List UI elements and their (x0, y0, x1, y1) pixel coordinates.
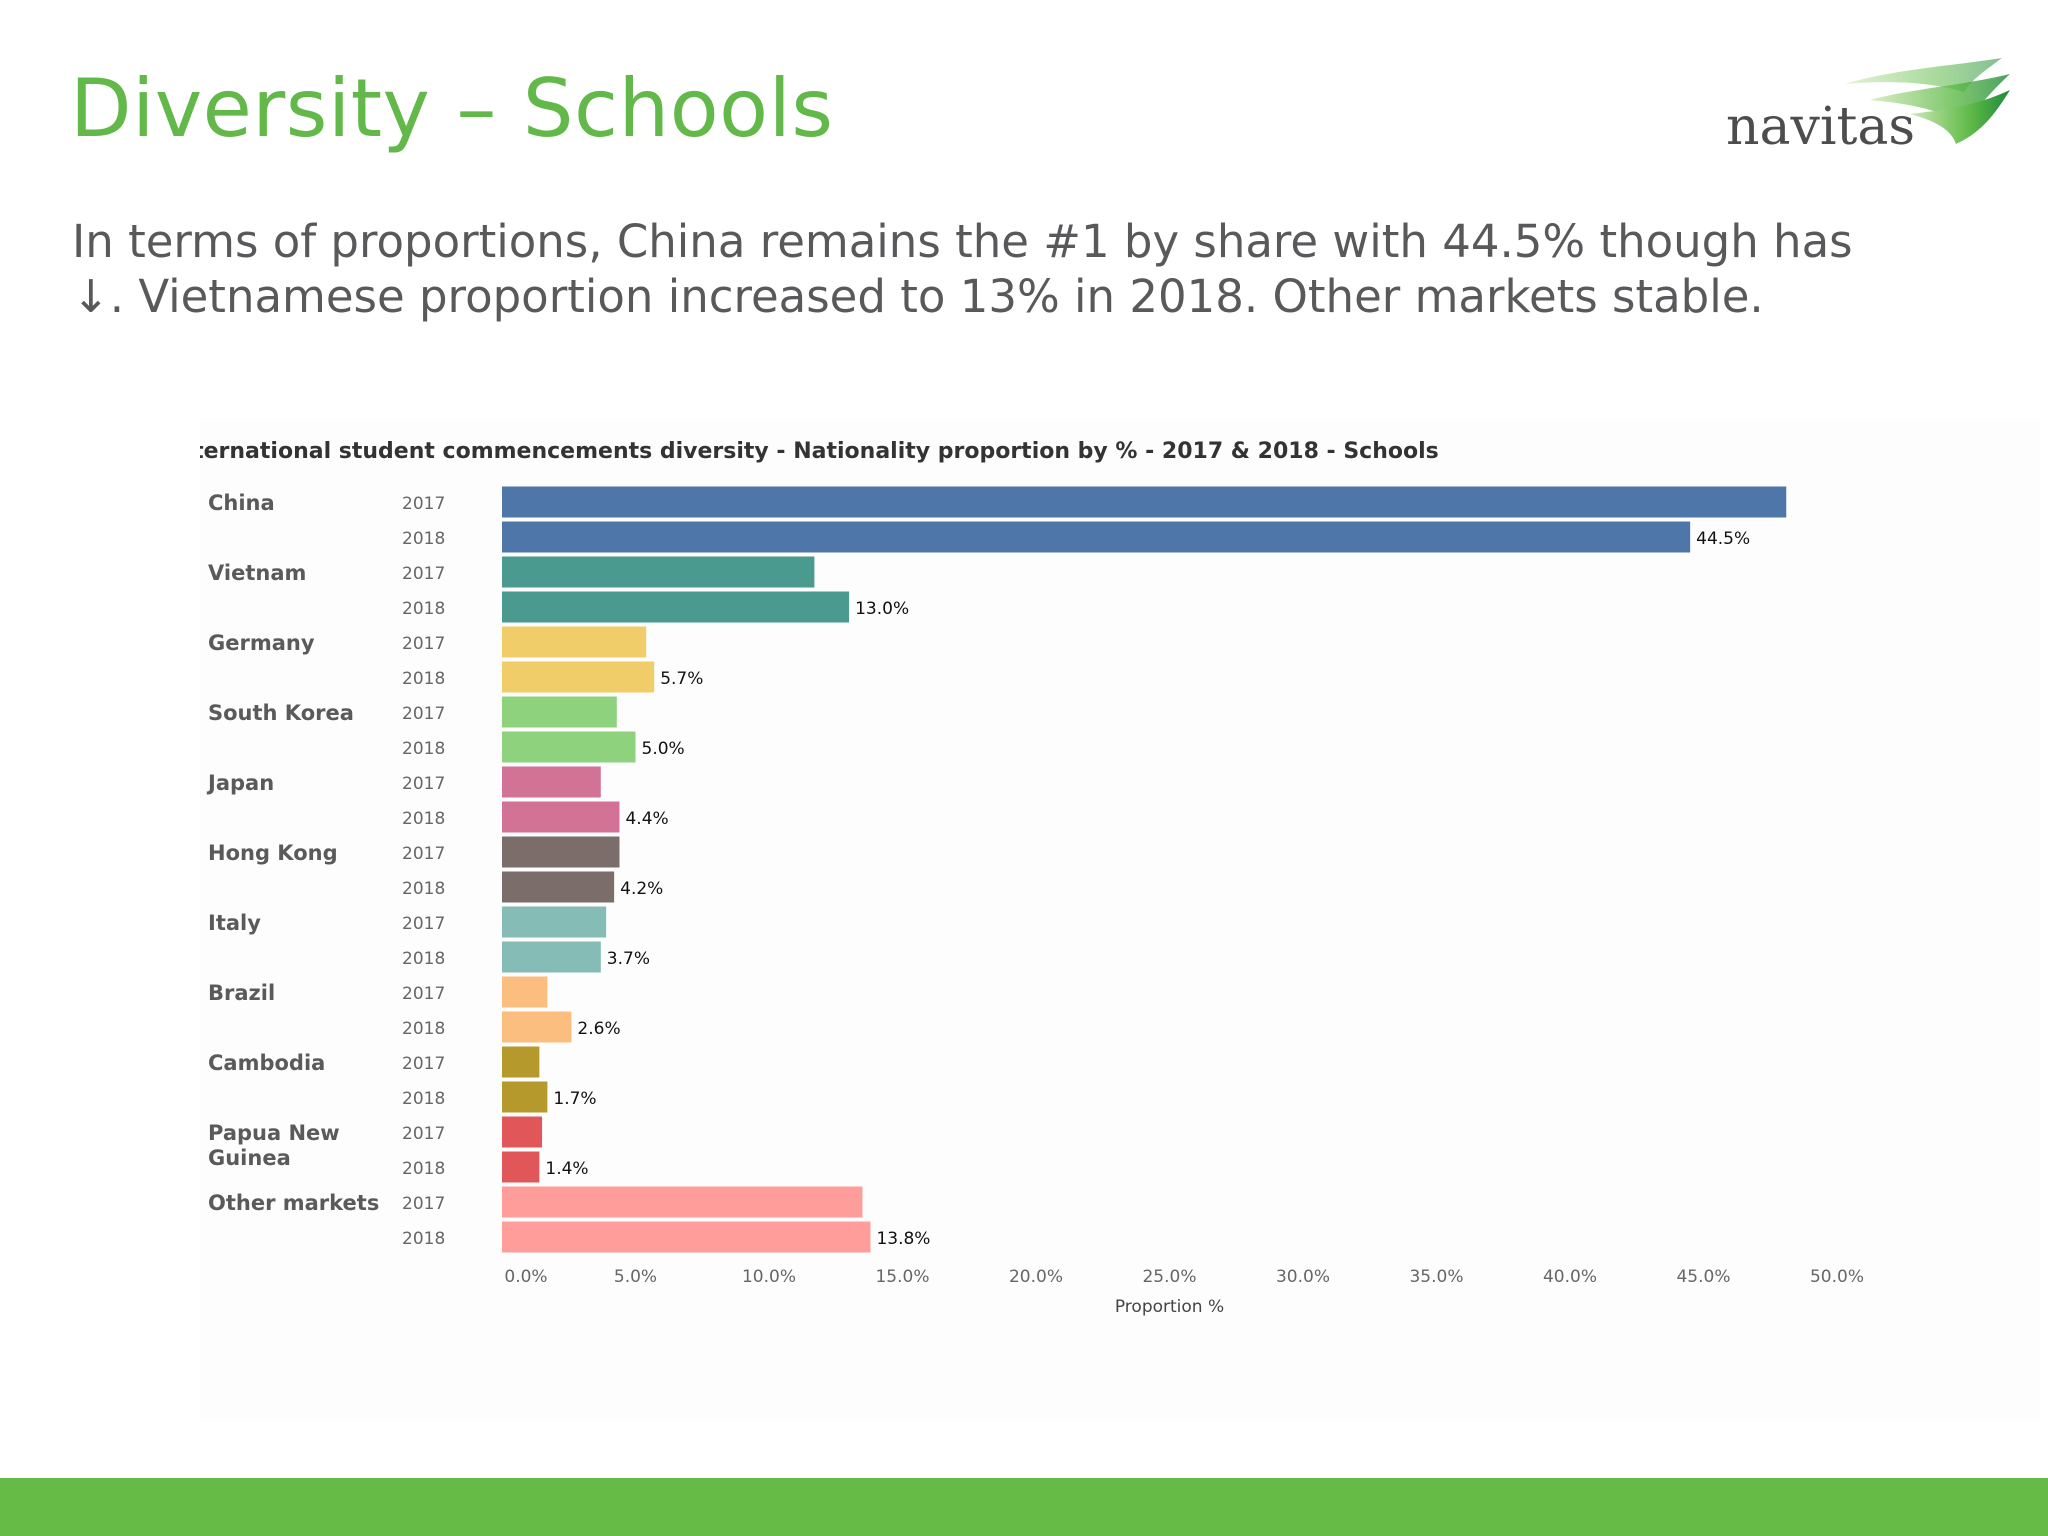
bar (502, 871, 615, 903)
year-label: 2017 (402, 494, 445, 514)
year-label: 2017 (402, 564, 445, 584)
bar (502, 1221, 871, 1253)
bar (502, 626, 647, 658)
chart-title: International student commencements dive… (200, 439, 1439, 464)
bar (502, 1116, 543, 1148)
category-label: Papua New (208, 1121, 340, 1145)
bar (502, 1186, 863, 1218)
x-tick-label: 35.0% (1409, 1267, 1463, 1287)
category-label: China (208, 491, 275, 515)
year-label: 2017 (402, 914, 445, 934)
x-axis-label: Proportion % (1115, 1297, 1224, 1317)
data-label: 13.8% (876, 1229, 930, 1249)
x-tick-label: 45.0% (1676, 1267, 1730, 1287)
bar (502, 591, 850, 623)
bar (502, 1151, 540, 1183)
data-label: 4.4% (625, 809, 668, 829)
data-label: 44.5% (1696, 529, 1750, 549)
slide-title: Diversity – Schools (70, 62, 834, 155)
data-label: 5.0% (642, 739, 685, 759)
category-label: Hong Kong (208, 841, 338, 865)
category-label: Vietnam (208, 561, 306, 585)
year-label: 2017 (402, 984, 445, 1004)
year-label: 2017 (402, 774, 445, 794)
subtitle-line-2: ↓. Vietnamese proportion increased to 13… (72, 270, 1764, 323)
bar-chart: International student commencements dive… (200, 439, 1864, 1317)
data-label: 1.7% (553, 1089, 596, 1109)
year-label: 2018 (402, 529, 445, 549)
data-label: 1.4% (545, 1159, 588, 1179)
year-label: 2017 (402, 1124, 445, 1144)
x-tick-label: 25.0% (1142, 1267, 1196, 1287)
year-label: 2017 (402, 634, 445, 654)
bar (502, 661, 655, 693)
year-label: 2018 (402, 669, 445, 689)
data-label: 13.0% (855, 599, 909, 619)
year-label: 2017 (402, 704, 445, 724)
year-label: 2018 (402, 1019, 445, 1039)
year-label: 2018 (402, 809, 445, 829)
year-label: 2018 (402, 879, 445, 899)
bar (502, 801, 620, 833)
category-label: Italy (208, 911, 261, 935)
data-label: 2.6% (577, 1019, 620, 1039)
x-tick-label: 20.0% (1009, 1267, 1063, 1287)
x-tick-label: 0.0% (504, 1267, 547, 1287)
data-label: 5.7% (660, 669, 703, 689)
footer-bar (0, 1478, 2048, 1536)
navitas-logo: navitas (1726, 58, 2010, 157)
category-label: Brazil (208, 981, 275, 1005)
year-label: 2018 (402, 1159, 445, 1179)
category-label: Other markets (208, 1191, 379, 1215)
bar (502, 941, 601, 973)
data-label: 3.7% (607, 949, 650, 969)
x-tick-label: 50.0% (1810, 1267, 1864, 1287)
x-tick-label: 40.0% (1543, 1267, 1597, 1287)
subtitle-line-1: In terms of proportions, China remains t… (72, 215, 1853, 268)
bar (502, 976, 548, 1008)
bar (502, 696, 617, 728)
bar (502, 1046, 540, 1078)
bar (502, 521, 1691, 553)
year-label: 2018 (402, 739, 445, 759)
year-label: 2018 (402, 1229, 445, 1249)
bar (502, 906, 607, 938)
bar (502, 486, 1787, 518)
category-label: Germany (208, 631, 315, 655)
year-label: 2017 (402, 1194, 445, 1214)
year-label: 2017 (402, 844, 445, 864)
bar (502, 556, 815, 588)
category-label: Cambodia (208, 1051, 325, 1075)
slide-subtitle: In terms of proportions, China remains t… (72, 214, 1972, 324)
bar (502, 836, 620, 868)
chart-area: International student commencements dive… (200, 420, 2040, 1420)
category-label: Japan (206, 771, 274, 795)
x-tick-label: 30.0% (1276, 1267, 1330, 1287)
bar (502, 1011, 572, 1043)
category-label: Guinea (208, 1146, 291, 1170)
bar (502, 766, 601, 798)
x-tick-label: 10.0% (742, 1267, 796, 1287)
logo-text: navitas (1726, 97, 1915, 157)
year-label: 2018 (402, 599, 445, 619)
category-label: South Korea (208, 701, 354, 725)
year-label: 2018 (402, 949, 445, 969)
bar (502, 1081, 548, 1113)
year-label: 2017 (402, 1054, 445, 1074)
bar (502, 731, 636, 763)
x-tick-label: 15.0% (875, 1267, 929, 1287)
x-tick-label: 5.0% (614, 1267, 657, 1287)
year-label: 2018 (402, 1089, 445, 1109)
data-label: 4.2% (620, 879, 663, 899)
